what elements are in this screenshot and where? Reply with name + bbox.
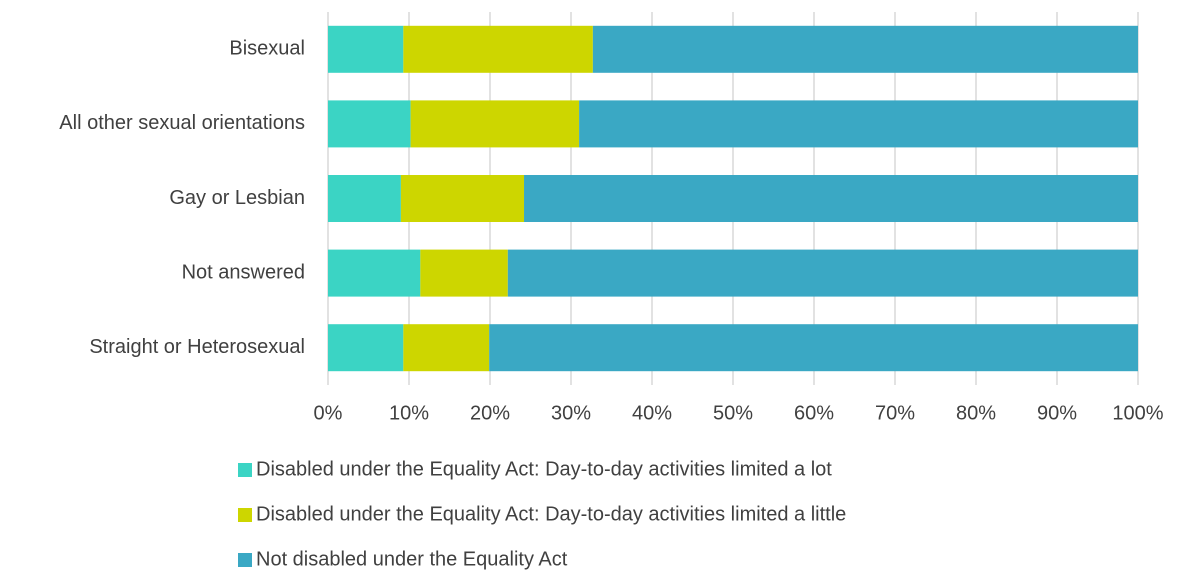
y-tick-label: All other sexual orientations — [59, 112, 305, 134]
x-tick-label: 0% — [314, 402, 343, 424]
bar-segment — [579, 100, 1138, 148]
x-tick-label: 50% — [713, 402, 753, 424]
legend-label: Not disabled under the Equality Act — [256, 548, 568, 570]
x-tick-label: 10% — [389, 402, 429, 424]
x-tick-label: 60% — [794, 402, 834, 424]
bar-segment — [410, 100, 580, 148]
x-tick-label: 20% — [470, 402, 510, 424]
y-tick-label: Gay or Lesbian — [169, 187, 305, 209]
x-tick-label: 70% — [875, 402, 915, 424]
bar-segment — [328, 100, 411, 148]
bar-segment — [328, 249, 421, 297]
x-tick-label: 30% — [551, 402, 591, 424]
legend-label: Disabled under the Equality Act: Day-to-… — [256, 503, 846, 525]
legend-swatch — [238, 508, 252, 522]
bar-segment — [592, 25, 1138, 73]
x-tick-label: 100% — [1112, 402, 1163, 424]
bar-segment — [328, 324, 404, 372]
x-tick-label: 90% — [1037, 402, 1077, 424]
y-tick-label: Not answered — [182, 261, 305, 283]
bar-segment — [400, 175, 525, 222]
bar-segment — [403, 25, 593, 73]
bar-segment — [507, 249, 1138, 297]
y-tick-label: Bisexual — [229, 38, 305, 60]
bar-segment — [328, 175, 401, 222]
bar-segment — [328, 25, 404, 73]
bar-segment — [420, 249, 508, 297]
bar-segment — [524, 175, 1138, 222]
x-tick-label: 40% — [632, 402, 672, 424]
y-tick-label: Straight or Heterosexual — [89, 336, 305, 358]
bar-segment — [489, 324, 1138, 372]
legend-swatch — [238, 463, 252, 477]
bar-segment — [403, 324, 490, 372]
legend-label: Disabled under the Equality Act: Day-to-… — [256, 458, 832, 480]
legend-swatch — [238, 553, 252, 567]
x-tick-label: 80% — [956, 402, 996, 424]
